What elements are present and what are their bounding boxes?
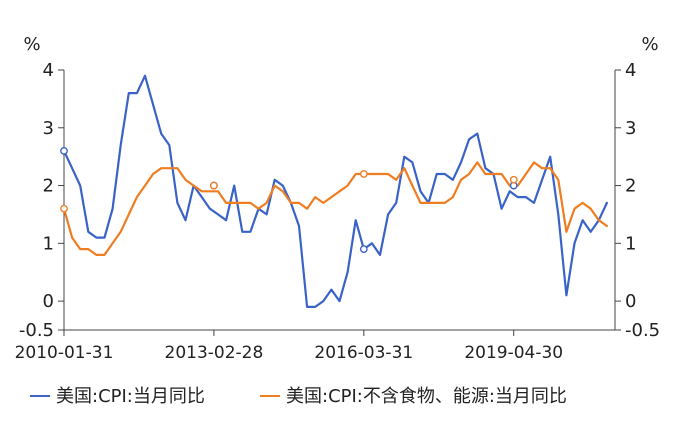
x-tick-label: 2013-02-28 [165,343,264,363]
left-y-tick-label: 1 [43,233,54,254]
cpi-point-marker [60,146,68,155]
right-y-tick-label: 0 [625,291,636,312]
series-layer [62,74,609,308]
right-y-tick-label: 3 [625,118,636,139]
core-cpi-point-marker [210,181,218,190]
x-tick-label: 2019-04-30 [464,343,563,363]
left-y-tick-label: 2 [43,176,54,197]
series-line-core-cpi [62,161,609,256]
series-line-cpi [62,74,609,308]
marker-layer [60,146,518,254]
legend-label-cpi: 美国:CPI:当月同比 [56,386,205,407]
left-y-tick-label: -0.5 [19,320,54,341]
left-axis-unit: % [23,34,40,55]
core-cpi-point-marker [60,204,68,213]
legend-label-core-cpi: 美国:CPI:不含食物、能源:当月同比 [286,386,567,407]
core-cpi-point-marker [509,175,518,184]
right-y-tick-label: 4 [625,60,636,81]
left-y-tick-label: 3 [43,118,54,139]
cpi-point-marker [359,245,368,254]
legend: 美国:CPI:当月同比 美国:CPI:不含食物、能源:当月同比 [30,386,567,407]
left-y-tick-label: 4 [43,60,54,81]
core-cpi-point-marker [359,170,368,178]
right-axis-unit: % [641,34,658,55]
right-y-tick-label: 1 [625,233,636,254]
right-y-tick-label: -0.5 [625,320,660,341]
x-tick-label: 2016-03-31 [314,343,413,363]
left-y-tick-label: 0 [43,291,54,312]
right-y-tick-label: 2 [625,176,636,197]
x-tick-label: 2010-01-31 [15,343,114,363]
